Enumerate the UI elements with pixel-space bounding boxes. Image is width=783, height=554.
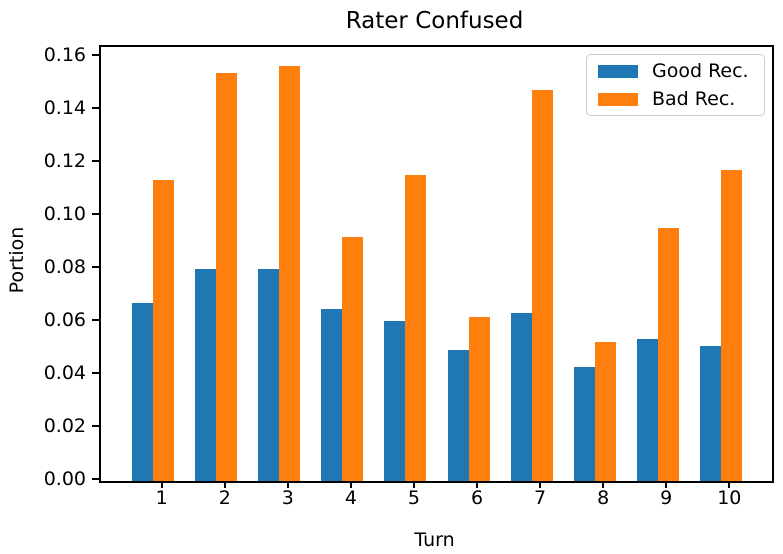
x-tick-label: 9 [660,487,673,509]
x-tick-label: 6 [470,487,484,509]
bar-bad-rec-turn-1 [153,180,175,481]
bar-bad-rec-turn-6 [468,316,490,481]
x-tick-label: 3 [281,487,294,509]
chart-title: Rater Confused [345,8,524,34]
y-tick-label: 0.14 [43,97,86,120]
legend-swatch-icon [598,92,638,106]
bar-bad-rec-turn-10 [720,169,742,481]
y-tick-mark [92,213,99,216]
x-tick-label: 2 [218,487,231,509]
x-tick-label: 8 [597,487,610,509]
x-tick-label: 1 [155,487,168,509]
y-tick-label: 0.02 [43,415,86,437]
bar-good-rec-turn-9 [636,339,658,481]
y-tick-mark [92,266,99,269]
y-tick-mark [92,160,99,163]
y-tick-mark [92,372,99,375]
bar-good-rec-turn-1 [132,303,154,481]
bar-good-rec-turn-5 [384,320,406,481]
legend-label: Bad Rec. [652,87,736,110]
plot-area [99,45,774,483]
y-tick-label: 0.06 [43,309,86,332]
legend-label: Good Rec. [652,59,749,82]
bar-good-rec-turn-7 [510,312,532,481]
x-tick-mark [602,481,605,488]
bar-good-rec-turn-4 [321,308,343,481]
y-tick-mark [92,478,99,480]
y-tick-label: 0.10 [43,203,86,226]
bar-bad-rec-turn-8 [594,341,616,481]
legend-swatch-icon [598,64,638,78]
legend-item: Good Rec. [598,59,752,82]
x-tick-mark [412,481,415,488]
bar-bad-rec-turn-7 [531,90,553,481]
x-tick-mark [160,481,163,488]
bar-good-rec-turn-8 [573,367,595,481]
x-axis-label: Turn [414,529,455,551]
y-tick-label: 0.04 [43,362,86,385]
x-tick-mark [476,481,479,488]
x-tick-mark [539,481,542,488]
bar-bad-rec-turn-3 [279,66,301,481]
y-tick-mark [92,54,99,57]
y-tick-mark [92,425,99,427]
bar-bad-rec-turn-5 [405,174,427,481]
y-tick-label: 0.16 [43,44,86,67]
y-tick-mark [92,107,99,110]
legend: Good Rec. Bad Rec. [586,54,765,116]
bar-good-rec-turn-2 [195,269,217,481]
y-tick-label: 0.00 [43,468,86,490]
x-tick-mark [665,481,668,488]
x-tick-mark [728,481,731,488]
x-tick-label: 4 [344,487,357,509]
bar-bad-rec-turn-9 [657,227,679,481]
x-tick-mark [349,481,352,488]
y-axis-label: Portion [6,226,28,294]
bar-good-rec-turn-3 [258,269,280,481]
bar-good-rec-turn-6 [447,349,469,481]
y-tick-mark [92,319,99,322]
bar-good-rec-turn-10 [699,345,721,481]
bar-bad-rec-turn-2 [216,72,238,481]
x-tick-label: 7 [534,487,547,509]
y-tick-label: 0.08 [43,256,86,279]
legend-item: Bad Rec. [598,87,752,110]
bar-bad-rec-turn-4 [342,237,364,481]
x-tick-mark [286,481,289,488]
x-tick-mark [223,481,226,488]
x-tick-label: 5 [407,487,420,509]
y-tick-label: 0.12 [43,150,86,173]
x-tick-label: 10 [717,487,742,509]
